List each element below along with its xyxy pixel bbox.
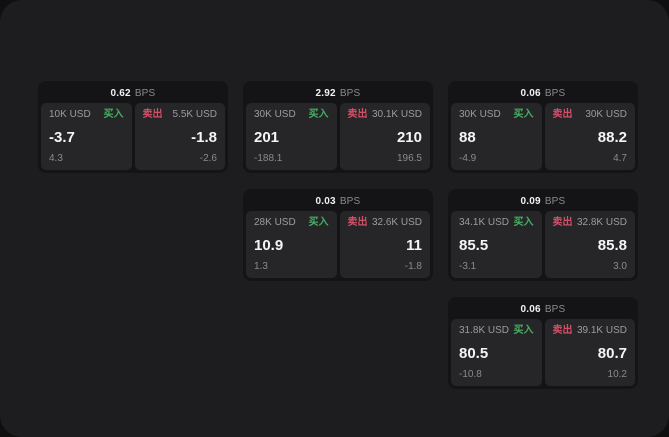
- quote-card: 2.92 BPS 30K USD 买入 201 -188.1 卖出 30.1K …: [243, 81, 433, 173]
- quote-card: 0.06 BPS 30K USD 买入 88 -4.9 卖出 30K USD: [448, 81, 638, 173]
- bps-header: 0.06 BPS: [451, 84, 635, 103]
- buy-change: -188.1: [254, 153, 283, 164]
- buy-price: 85.5: [459, 236, 489, 254]
- buy-amount: 28K USD: [254, 217, 296, 228]
- bps-value: 0.09: [520, 196, 541, 207]
- quote-card: 0.03 BPS 28K USD 买入 10.9 1.3 卖出 32.6K US…: [243, 189, 433, 281]
- sell-amount: 32.6K USD: [371, 217, 422, 228]
- quote-grid: 0.62 BPS 10K USD 买入 -3.7 4.3 卖出 5.5K USD: [38, 81, 638, 389]
- buy-price: 88: [459, 128, 476, 146]
- sell-amount: 30K USD: [585, 109, 627, 120]
- buy-price: 80.5: [459, 344, 489, 362]
- buy-side-label: 买入: [513, 109, 534, 120]
- buy-side-label: 买入: [513, 217, 534, 228]
- bps-unit: BPS: [544, 196, 566, 207]
- sell-price: 88.2: [597, 128, 627, 146]
- sell-side-label: 卖出: [552, 217, 573, 228]
- buy-panel[interactable]: 28K USD 买入 10.9 1.3: [246, 211, 337, 278]
- bps-unit: BPS: [544, 304, 566, 315]
- buy-side-label: 买入: [308, 109, 329, 120]
- buy-side-label: 买入: [103, 109, 124, 120]
- sell-price: 210: [396, 128, 422, 146]
- buy-amount: 30K USD: [459, 109, 501, 120]
- bps-value: 0.62: [110, 88, 131, 99]
- buy-amount: 10K USD: [49, 109, 91, 120]
- buy-side-label: 买入: [513, 325, 534, 336]
- sell-side-label: 卖出: [552, 325, 573, 336]
- quote-card: 0.09 BPS 34.1K USD 买入 85.5 -3.1 卖出 32.8K…: [448, 189, 638, 281]
- quote-card: 0.06 BPS 31.8K USD 买入 80.5 -10.8 卖出 39.1…: [448, 297, 638, 389]
- bps-header: 0.62 BPS: [41, 84, 225, 103]
- sell-change: -1.8: [404, 261, 422, 272]
- buy-price: -3.7: [49, 128, 75, 146]
- sell-change: 3.0: [613, 261, 627, 272]
- sell-amount: 5.5K USD: [172, 109, 217, 120]
- buy-panel[interactable]: 30K USD 买入 88 -4.9: [451, 103, 542, 170]
- buy-change: -10.8: [459, 369, 482, 380]
- bps-header: 2.92 BPS: [246, 84, 430, 103]
- buy-price: 10.9: [254, 236, 284, 254]
- bps-header: 0.03 BPS: [246, 192, 430, 211]
- buy-panel[interactable]: 34.1K USD 买入 85.5 -3.1: [451, 211, 542, 278]
- quote-card: 0.62 BPS 10K USD 买入 -3.7 4.3 卖出 5.5K USD: [38, 81, 228, 173]
- sell-panel[interactable]: 卖出 32.8K USD 85.8 3.0: [544, 211, 635, 278]
- sell-side-label: 卖出: [552, 109, 573, 120]
- sell-change: 196.5: [396, 153, 422, 164]
- sell-panel[interactable]: 卖出 39.1K USD 80.7 10.2: [544, 319, 635, 386]
- bps-unit: BPS: [544, 88, 566, 99]
- sell-panel[interactable]: 卖出 30.1K USD 210 196.5: [339, 103, 430, 170]
- bps-value: 0.06: [520, 304, 541, 315]
- sell-side-label: 卖出: [347, 109, 368, 120]
- buy-panel[interactable]: 31.8K USD 买入 80.5 -10.8: [451, 319, 542, 386]
- buy-change: 4.3: [49, 153, 63, 164]
- buy-change: -4.9: [459, 153, 477, 164]
- buy-amount: 34.1K USD: [459, 217, 510, 228]
- buy-amount: 31.8K USD: [459, 325, 510, 336]
- bps-value: 0.03: [315, 196, 336, 207]
- sell-amount: 39.1K USD: [576, 325, 627, 336]
- sell-side-label: 卖出: [347, 217, 368, 228]
- sell-amount: 32.8K USD: [576, 217, 627, 228]
- bps-unit: BPS: [339, 196, 361, 207]
- bps-unit: BPS: [339, 88, 361, 99]
- buy-amount: 30K USD: [254, 109, 296, 120]
- sell-panel[interactable]: 卖出 5.5K USD -1.8 -2.6: [134, 103, 225, 170]
- bps-unit: BPS: [134, 88, 156, 99]
- buy-price: 201: [254, 128, 280, 146]
- bps-value: 2.92: [315, 88, 336, 99]
- sell-panel[interactable]: 卖出 30K USD 88.2 4.7: [544, 103, 635, 170]
- buy-side-label: 买入: [308, 217, 329, 228]
- buy-change: 1.3: [254, 261, 268, 272]
- sell-change: 10.2: [607, 369, 627, 380]
- buy-panel[interactable]: 10K USD 买入 -3.7 4.3: [41, 103, 132, 170]
- sell-amount: 30.1K USD: [371, 109, 422, 120]
- sell-price: 80.7: [597, 344, 627, 362]
- sell-panel[interactable]: 卖出 32.6K USD 11 -1.8: [339, 211, 430, 278]
- bps-value: 0.06: [520, 88, 541, 99]
- sell-price: 85.8: [597, 236, 627, 254]
- bps-header: 0.09 BPS: [451, 192, 635, 211]
- sell-price: -1.8: [191, 128, 217, 146]
- buy-panel[interactable]: 30K USD 买入 201 -188.1: [246, 103, 337, 170]
- buy-change: -3.1: [459, 261, 477, 272]
- sell-change: 4.7: [613, 153, 627, 164]
- sell-price: 11: [406, 236, 422, 254]
- sell-change: -2.6: [199, 153, 217, 164]
- bps-header: 0.06 BPS: [451, 300, 635, 319]
- sell-side-label: 卖出: [142, 109, 163, 120]
